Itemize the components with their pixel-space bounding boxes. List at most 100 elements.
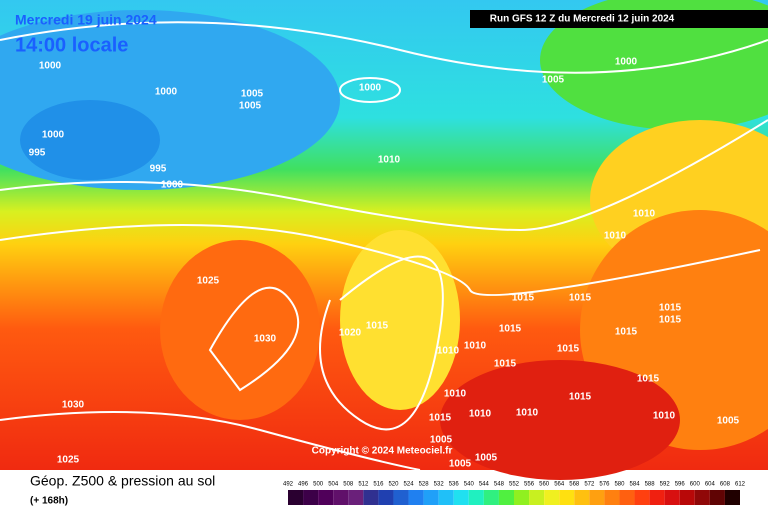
colorbar-swatch <box>438 490 454 505</box>
run-box <box>470 10 768 28</box>
isobar-label: 1010 <box>516 408 539 419</box>
isobar-label: 1015 <box>499 324 522 335</box>
colorbar-label: 520 <box>388 482 399 488</box>
isobar-label: 1010 <box>604 231 627 242</box>
isobar-label: 1015 <box>512 293 535 304</box>
isobar-label: 1000 <box>615 57 638 68</box>
isobar-label: 995 <box>29 148 46 159</box>
colorbar-label: 608 <box>720 482 731 488</box>
colorbar-label: 580 <box>614 482 625 488</box>
colorbar-swatch <box>393 490 409 505</box>
colorbar-label: 496 <box>298 482 309 488</box>
colorbar-swatch <box>333 490 349 505</box>
colorbar-label: 604 <box>705 482 716 488</box>
colorbar-swatch <box>303 490 319 505</box>
isobar-label: 1015 <box>429 413 452 424</box>
copyright: Copyright © 2024 Meteociel.fr <box>312 446 453 457</box>
colorbar-swatch <box>544 490 560 505</box>
colorbar: 492 496 500 504 508 512 516 520 524 528 532 536 540 5… <box>283 482 746 505</box>
colorbar-label: 564 <box>554 482 565 488</box>
isobar-label: 1025 <box>57 455 80 466</box>
colorbar-swatch <box>318 490 334 505</box>
isobar-label: 1015 <box>569 293 592 304</box>
colorbar-swatch <box>378 490 394 505</box>
isobar-label: 1030 <box>254 334 277 345</box>
isobar-label: 1005 <box>542 75 565 86</box>
map-date: Mercredi 19 juin 2024 <box>15 12 157 28</box>
isobar-label: 1000 <box>161 180 184 191</box>
colorbar-swatch <box>619 490 635 505</box>
colorbar-label: 560 <box>539 482 550 488</box>
colorbar-label: 536 <box>449 482 460 488</box>
colorbar-label: 576 <box>599 482 610 488</box>
colorbar-swatch <box>468 490 484 505</box>
colorbar-label: 556 <box>524 482 535 488</box>
isobar-label: 1015 <box>569 392 592 403</box>
colorbar-swatch <box>408 490 424 505</box>
isobar-label: 1010 <box>378 155 401 166</box>
run-info: Run GFS 12 Z du Mercredi 12 juin 2024 <box>490 14 675 25</box>
colorbar-swatch <box>483 490 499 505</box>
isobar-label: 1005 <box>449 459 472 470</box>
colorbar-label: 544 <box>479 482 490 488</box>
isobar-label: 995 <box>150 164 167 175</box>
colorbar-label: 548 <box>494 482 505 488</box>
isobar-label: 1010 <box>633 209 656 220</box>
isobar-label: 1020 <box>339 328 362 339</box>
colorbar-swatch <box>574 490 590 505</box>
colorbar-label: 572 <box>584 482 595 488</box>
isobar-label: 1005 <box>239 101 262 112</box>
footer-title: Géop. Z500 & pression au sol <box>30 473 215 489</box>
colorbar-swatch <box>649 490 665 505</box>
colorbar-label: 504 <box>328 482 339 488</box>
colorbar-swatch <box>529 490 545 505</box>
colorbar-swatch <box>498 490 514 505</box>
colorbar-swatch <box>664 490 680 505</box>
colorbar-swatch <box>453 490 469 505</box>
isobar-label: 1030 <box>62 400 85 411</box>
colorbar-label: 524 <box>404 482 415 488</box>
colorbar-label: 600 <box>690 482 701 488</box>
isobar-label: 1000 <box>39 61 62 72</box>
colorbar-label: 528 <box>419 482 430 488</box>
footer-subtitle: (+ 168h) <box>30 496 68 507</box>
isobar-label: 1025 <box>197 276 220 287</box>
isobar-label: 1015 <box>659 303 682 314</box>
isobar-label: 1010 <box>653 411 676 422</box>
colorbar-swatch <box>679 490 695 505</box>
isobar-label: 1015 <box>557 344 580 355</box>
colorbar-swatch <box>423 490 439 505</box>
colorbar-label: 532 <box>434 482 445 488</box>
isobar-label: 1005 <box>475 453 498 464</box>
isobar-label: 1015 <box>637 374 660 385</box>
colorbar-label: 512 <box>358 482 369 488</box>
colorbar-swatch <box>604 490 620 505</box>
isobar-label: 1000 <box>42 130 65 141</box>
isobar-label: 1015 <box>659 315 682 326</box>
colorbar-swatch <box>363 490 379 505</box>
colorbar-swatch <box>514 490 530 505</box>
colorbar-label: 584 <box>630 482 641 488</box>
colorbar-swatch <box>348 490 364 505</box>
isobar-label: 1010 <box>464 341 487 352</box>
isobar-label: 1005 <box>717 416 740 427</box>
isobar-label: 1000 <box>359 83 382 94</box>
isobar-label: 1005 <box>430 435 453 446</box>
colorbar-label: 592 <box>660 482 671 488</box>
colorbar-swatch <box>709 490 725 505</box>
colorbar-label: 492 <box>283 482 294 488</box>
map-time: 14:00 locale <box>15 34 128 56</box>
colorbar-label: 568 <box>569 482 580 488</box>
colorbar-label: 588 <box>645 482 656 488</box>
colorbar-label: 552 <box>509 482 520 488</box>
isobar-label: 1015 <box>494 359 517 370</box>
colorbar-label: 612 <box>735 482 746 488</box>
isobar-label: 1015 <box>366 321 389 332</box>
isobar-label: 1010 <box>444 389 467 400</box>
colorbar-swatch <box>634 490 650 505</box>
colorbar-label: 540 <box>464 482 475 488</box>
colorbar-label: 508 <box>343 482 354 488</box>
isobar-label: 1010 <box>469 409 492 420</box>
